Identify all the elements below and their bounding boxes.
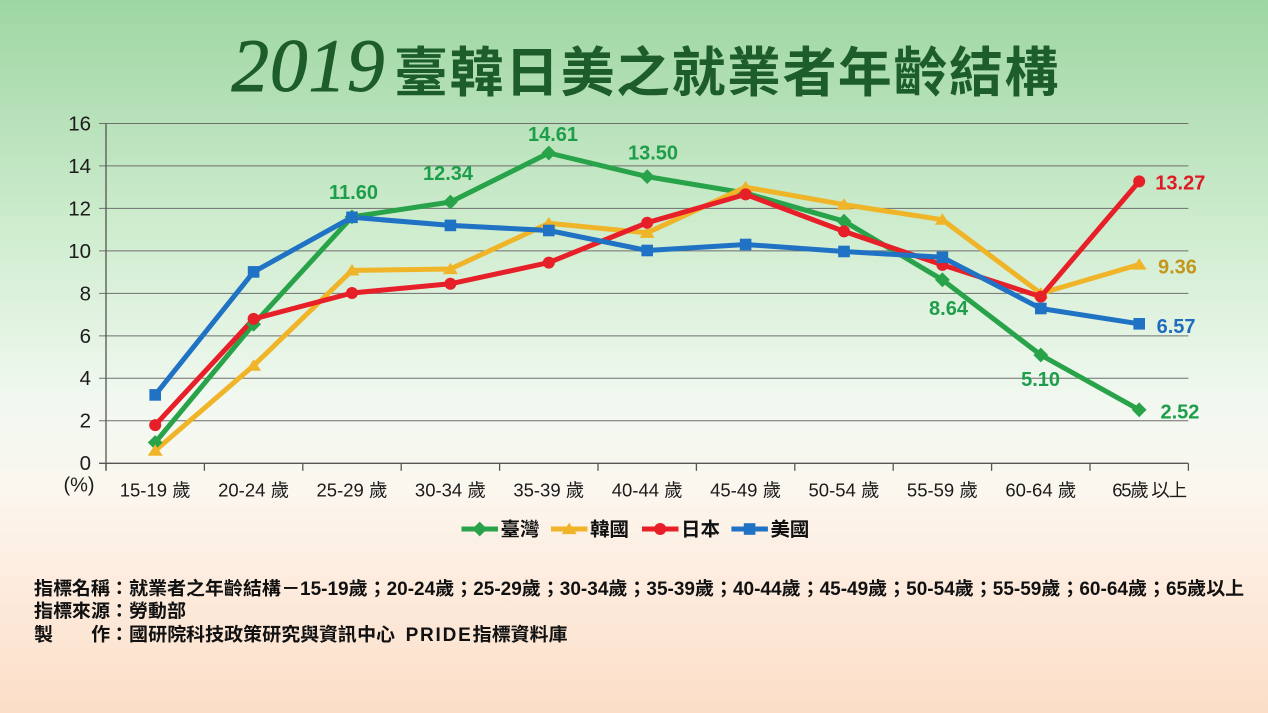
svg-text:50-54 歲: 50-54 歲 (809, 476, 880, 502)
svg-text:10: 10 (68, 240, 91, 263)
svg-text:美國: 美國 (770, 513, 809, 542)
svg-text:指標名稱：就業者之年齡結構－15-19歲；20-24歲；25: 指標名稱：就業者之年齡結構－15-19歲；20-24歲；25-29歲；30-34… (34, 574, 1244, 601)
svg-text:6.57: 6.57 (1157, 316, 1196, 338)
svg-text:8.64: 8.64 (929, 298, 969, 320)
svg-text:8: 8 (80, 282, 91, 305)
svg-text:11.60: 11.60 (329, 182, 378, 204)
svg-text:30-34 歲: 30-34 歲 (415, 476, 486, 502)
svg-text:25-29 歲: 25-29 歲 (317, 476, 388, 502)
svg-text:55-59 歲: 55-59 歲 (907, 476, 978, 502)
svg-text:65歲 以上: 65歲 以上 (1112, 476, 1186, 502)
svg-text:日本: 日本 (681, 513, 720, 542)
svg-text:6: 6 (80, 325, 91, 348)
svg-text:14.61: 14.61 (528, 124, 578, 146)
svg-text:臺灣: 臺灣 (501, 513, 540, 542)
svg-text:4: 4 (80, 367, 91, 390)
svg-text:16: 16 (68, 112, 91, 135)
svg-text:製 作：國研院科技政策研究與資訊中心 PRIDE指標資料: 製 作：國研院科技政策研究與資訊中心 PRIDE指標資料庫 (34, 620, 568, 647)
svg-text:14: 14 (68, 155, 91, 178)
svg-text:臺韓日美之就業者年齡結構: 臺韓日美之就業者年齡結構 (394, 29, 1060, 108)
svg-text:2.52: 2.52 (1161, 402, 1200, 424)
svg-text:韓國: 韓國 (590, 513, 629, 542)
svg-text:60-64 歲: 60-64 歲 (1005, 476, 1076, 502)
svg-text:40-44 歲: 40-44 歲 (612, 476, 683, 502)
svg-text:2: 2 (80, 410, 91, 433)
svg-text:45-49 歲: 45-49 歲 (710, 476, 781, 502)
svg-text:9.36: 9.36 (1158, 257, 1197, 279)
svg-text:13.50: 13.50 (628, 143, 678, 165)
svg-text:12: 12 (68, 197, 91, 220)
svg-text:指標來源：勞動部: 指標來源：勞動部 (34, 597, 186, 624)
svg-text:15-19 歲: 15-19 歲 (120, 476, 191, 502)
svg-text:12.34: 12.34 (423, 163, 474, 185)
svg-text:13.27: 13.27 (1155, 173, 1205, 195)
svg-text:20-24 歲: 20-24 歲 (218, 476, 289, 502)
svg-text:0: 0 (80, 452, 91, 475)
svg-text:5.10: 5.10 (1021, 369, 1060, 391)
svg-text:35-39 歲: 35-39 歲 (513, 476, 584, 502)
svg-text:(%): (%) (63, 475, 94, 497)
svg-text:2019: 2019 (232, 25, 386, 108)
